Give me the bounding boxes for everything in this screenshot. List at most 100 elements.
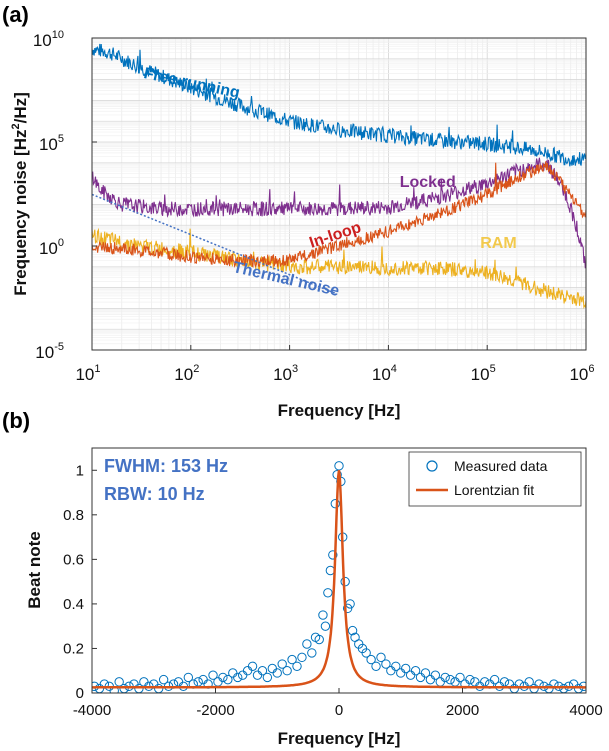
measured-data-point [158, 674, 169, 685]
measured-data-point [371, 661, 381, 671]
measured-data-point [330, 498, 340, 509]
measured-data-point [292, 661, 302, 671]
y-tick-label: 105 [39, 133, 64, 154]
measured-data-point [262, 672, 273, 683]
measured-data-point [334, 461, 344, 471]
y-tick-label: 100 [39, 237, 64, 258]
panel-b-ticks: -4000 -2000 0 2000 4000 0 0.2 0.4 0.6 0.8 1 [63, 462, 603, 719]
panel-a-ticks: 101 102 103 104 105 106 1010 105 100 10-5 [33, 29, 595, 384]
measured-data-point [267, 663, 278, 674]
measured-data-point [328, 550, 338, 560]
measured-data-point [282, 666, 292, 676]
y-tick-label: 1 [76, 462, 84, 479]
measured-data-point [198, 674, 208, 685]
measured-data-point [470, 677, 480, 687]
measured-data-point [366, 654, 376, 665]
measured-data-point [297, 652, 307, 663]
panel-a-xlabel: Frequency [Hz] [278, 401, 401, 420]
measured-data-point [233, 672, 243, 683]
measured-data-point [425, 674, 436, 685]
measured-data-point [208, 670, 218, 680]
measured-data-point [252, 670, 263, 680]
measured-data-point [361, 648, 371, 658]
x-tick-label: -2000 [196, 702, 234, 719]
panel-a-label: (a) [2, 2, 29, 27]
measured-data-point [405, 670, 416, 680]
measured-data-point [489, 674, 500, 685]
panel-a-ylabel: Frequency noise [Hz2/Hz] [10, 92, 30, 296]
x-tick-label: 103 [273, 363, 298, 384]
x-tick-label: 105 [471, 363, 496, 384]
measured-data-point [218, 672, 228, 683]
measured-data-point [381, 659, 391, 669]
measured-data-point [213, 677, 223, 687]
measured-data-point [302, 639, 312, 649]
annotation-locked: Locked [400, 174, 456, 191]
measured-data-point [323, 588, 333, 598]
panel-a-series [92, 43, 586, 310]
legend-label-fit: Lorentzian fit [454, 482, 534, 498]
measured-data-point [272, 668, 282, 678]
measured-data-point [376, 652, 386, 663]
x-tick-label: 106 [569, 363, 594, 384]
measured-data-point [391, 661, 401, 671]
measured-data-point [247, 661, 258, 671]
y-tick-label: 1010 [33, 29, 64, 50]
measured-data-point [183, 672, 194, 683]
fwhm-annotation: FWHM: 153 Hz [104, 456, 228, 476]
x-tick-label: 2000 [446, 702, 479, 719]
measured-data-point [396, 668, 406, 678]
measured-data-point [277, 659, 287, 669]
measured-data-point [139, 677, 149, 687]
measured-data-point [410, 666, 421, 676]
measured-data-point [347, 625, 358, 636]
measured-data-point [173, 677, 184, 687]
measured-data-point [342, 603, 353, 614]
measured-data-point [318, 610, 328, 620]
measured-data-point [400, 663, 411, 674]
x-tick-label: 102 [174, 363, 199, 384]
measured-data-point [386, 666, 396, 676]
measured-data-point [430, 670, 441, 680]
x-tick-label: 101 [75, 363, 100, 384]
measured-data-point [228, 668, 238, 678]
measured-data-point [450, 677, 460, 687]
measured-data-point [440, 672, 450, 683]
y-tick-label: 0 [76, 685, 84, 702]
lorentzian-fit-line [92, 470, 586, 689]
legend-marker-measured [426, 460, 438, 472]
x-tick-label: 0 [335, 702, 343, 719]
series-locked [92, 157, 586, 269]
x-tick-label: 4000 [569, 702, 602, 719]
measured-data-point [455, 672, 465, 683]
y-tick-label: 0.2 [63, 640, 84, 657]
panel-b-ylabel: Beat note [25, 531, 44, 608]
panel-a-frame [91, 37, 587, 351]
measured-data-point [223, 674, 233, 685]
y-tick-label: 0.6 [63, 551, 84, 568]
measured-data-point [445, 674, 455, 685]
x-tick-label: 104 [372, 363, 397, 384]
y-tick-label: 0.8 [63, 507, 84, 524]
measured-data-point [415, 672, 426, 683]
measured-data-point [193, 677, 203, 687]
series-free-running [92, 43, 586, 167]
measured-data-point [420, 668, 431, 678]
y-tick-label: 10-5 [35, 341, 64, 362]
measured-data-point [307, 648, 317, 658]
legend-label-measured: Measured data [454, 458, 548, 474]
series-ram [92, 227, 586, 310]
measured-data-point [237, 670, 248, 680]
measured-data-point [257, 666, 268, 676]
series-thermal-noise [92, 193, 338, 295]
panel-a-grid [92, 38, 586, 350]
measured-data-point [480, 677, 490, 687]
measured-data-point [435, 677, 445, 687]
rbw-annotation: RBW: 10 Hz [104, 484, 205, 504]
measured-data-point [314, 634, 324, 645]
panel-b-xlabel: Frequency [Hz] [278, 729, 401, 748]
y-tick-label: 0.4 [63, 596, 84, 613]
legend-box [408, 451, 582, 507]
measured-data-point [287, 654, 297, 665]
